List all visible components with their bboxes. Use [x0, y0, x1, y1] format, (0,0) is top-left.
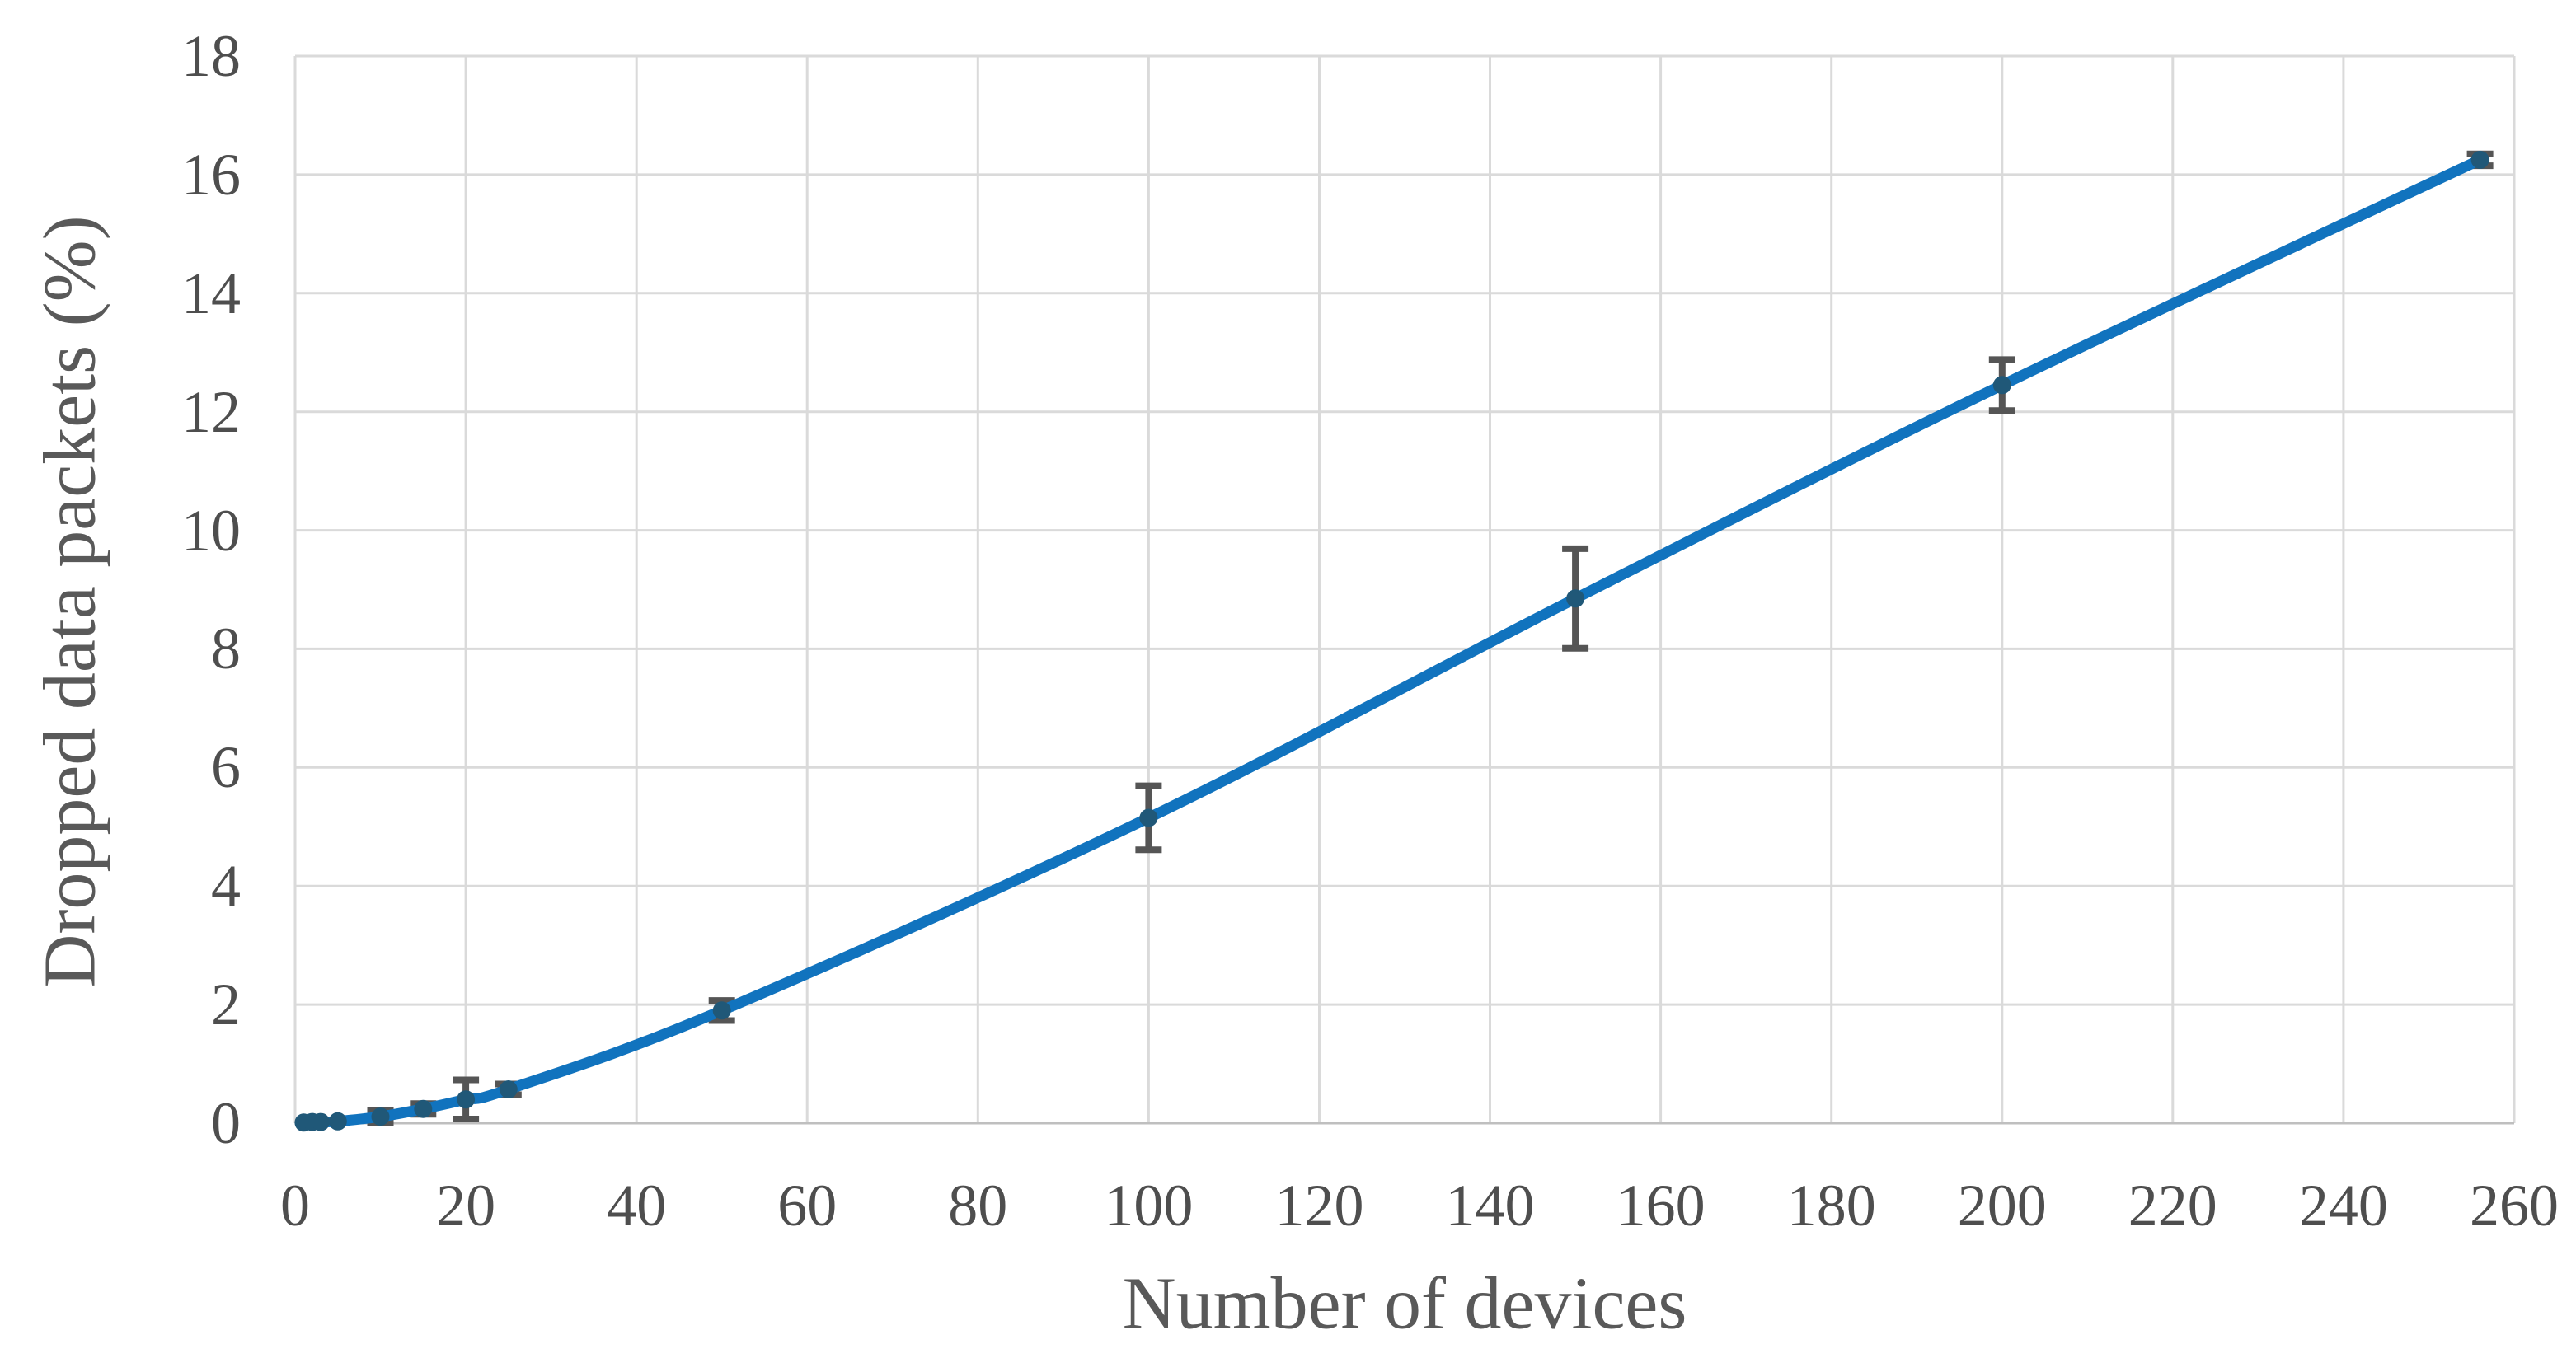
x-axis-title: Number of devices	[1122, 1262, 1687, 1345]
data-point-markers	[294, 150, 2489, 1132]
y-axis-title: Dropped data packets (%)	[29, 215, 111, 988]
data-series-line	[298, 154, 2486, 1128]
